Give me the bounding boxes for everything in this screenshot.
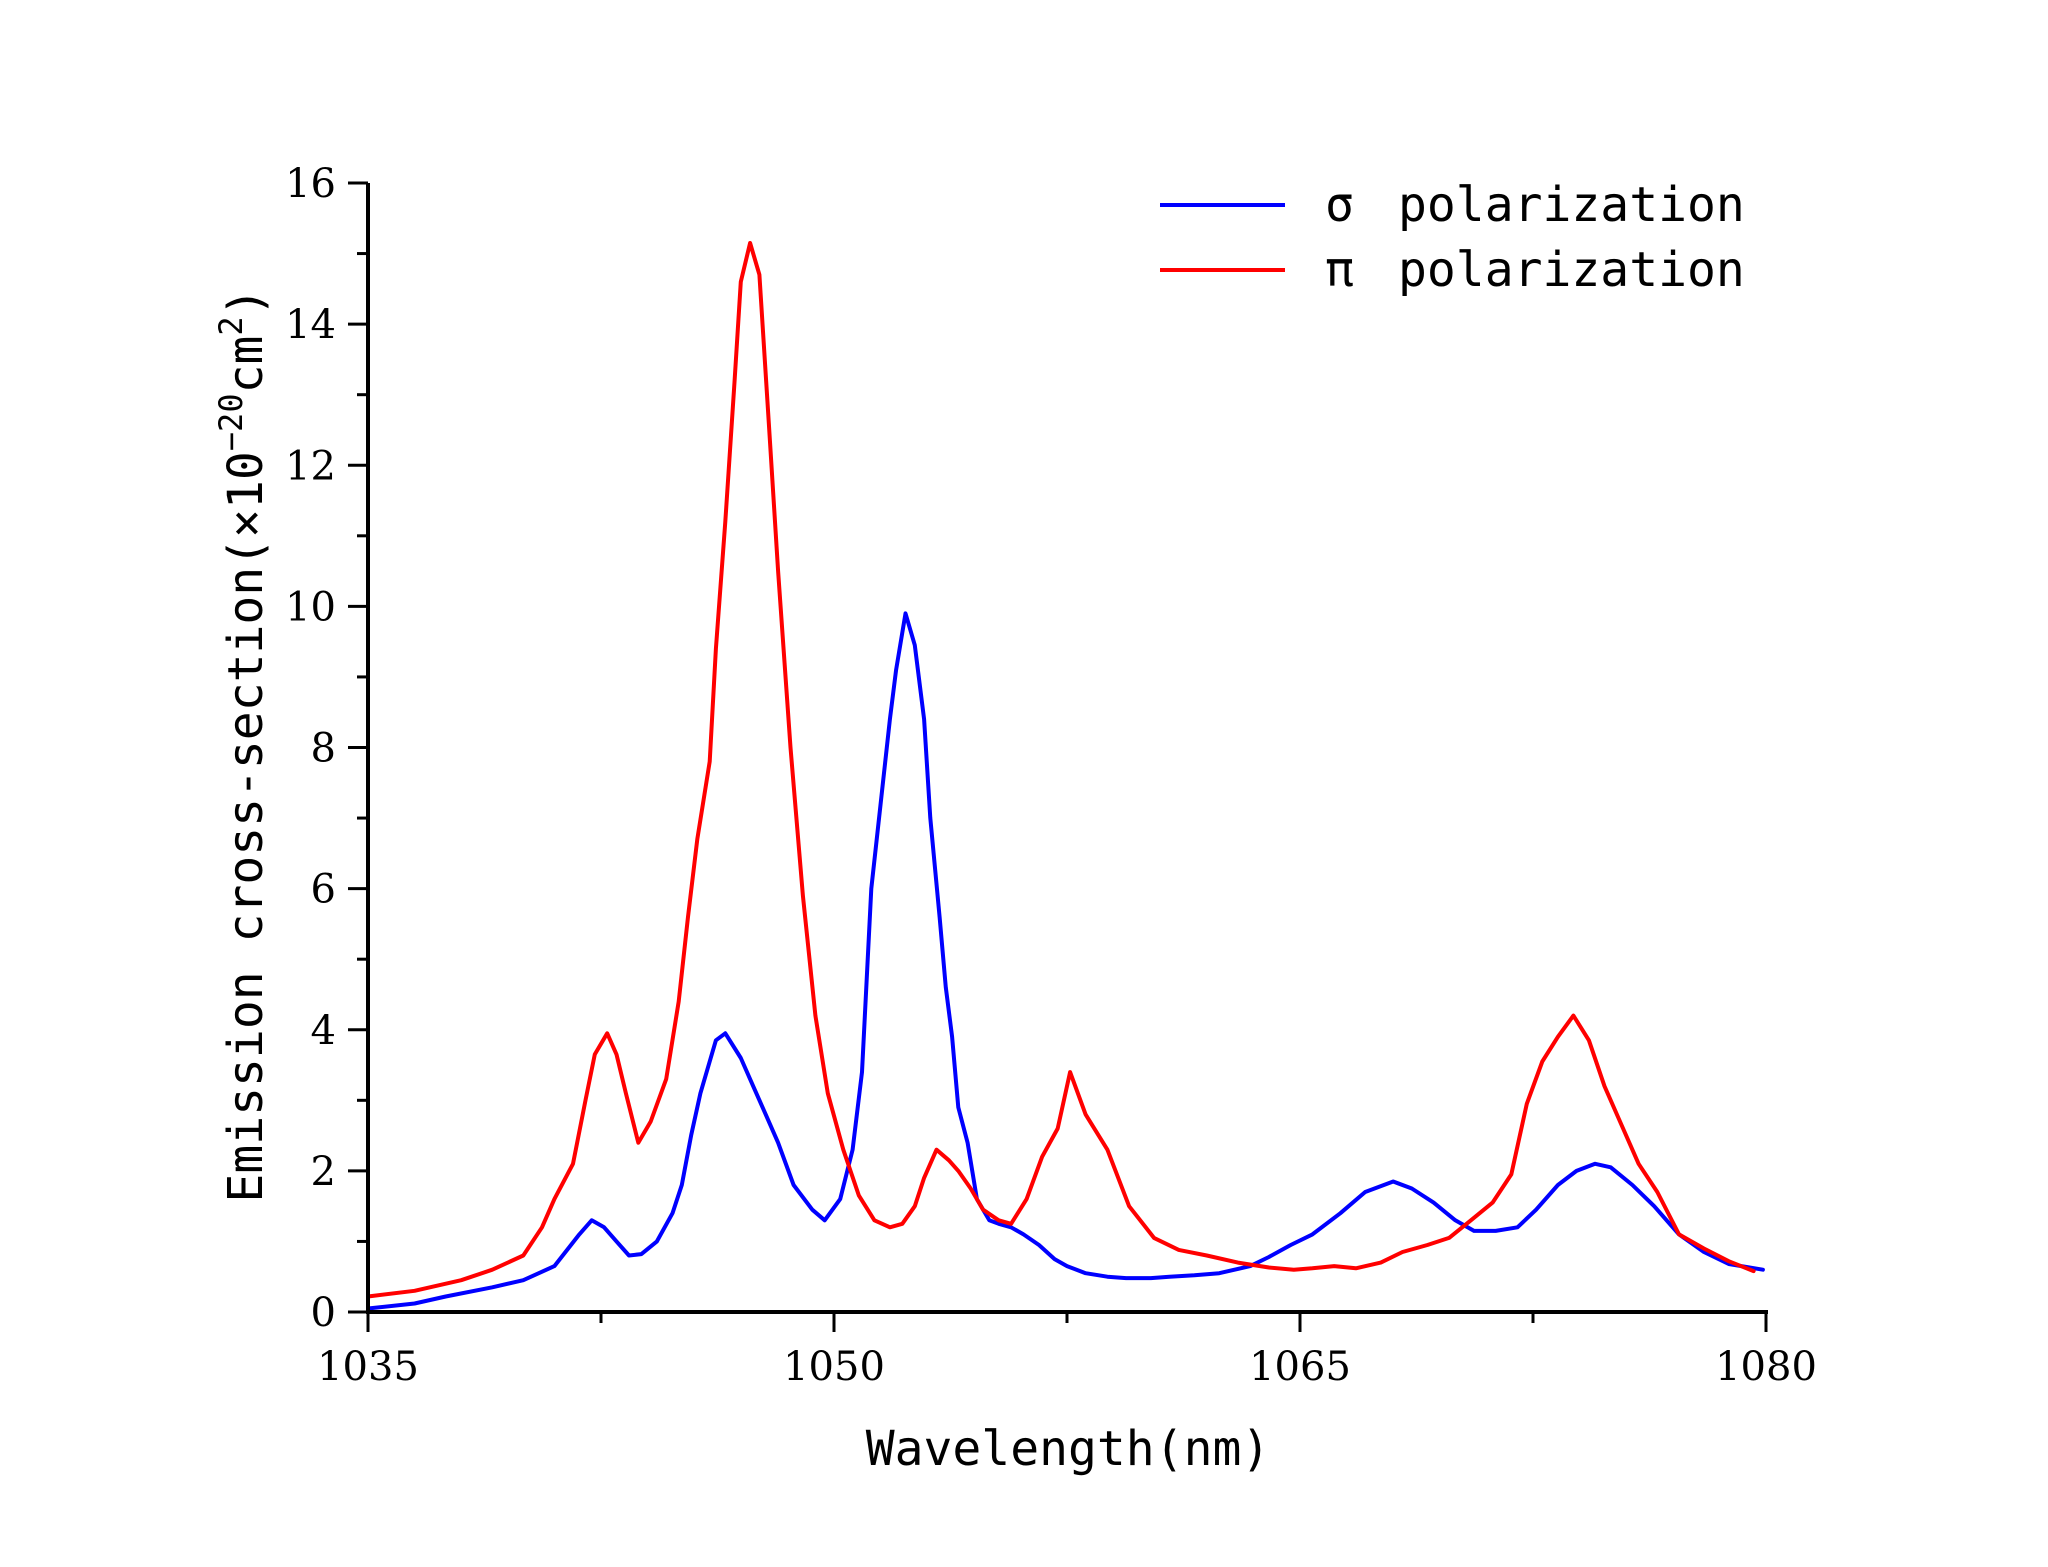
x-ticks: 1035 1050 1065 1080	[317, 1312, 1817, 1390]
y-tick-label: 16	[285, 161, 336, 207]
x-tick-label: 1035	[317, 1344, 419, 1390]
legend-label-pi: polarization	[1398, 242, 1745, 298]
axes: 1035 1050 1065 1080 0 2 4 6 8 10 12 14 16	[285, 161, 1817, 1390]
y-axis-title: Emission cross-section(×10−20cm2)	[212, 287, 274, 1202]
x-tick-label: 1080	[1715, 1344, 1817, 1390]
y-axis-title-unit: cm	[218, 336, 274, 394]
legend-symbol-sigma: σ	[1325, 177, 1354, 233]
legend: σ polarization π polarization	[1160, 177, 1745, 298]
y-axis-title-exponent: −20	[212, 393, 250, 451]
y-axis-title-unit-exponent: 2	[212, 316, 250, 335]
sigma-polarization-line	[366, 611, 1765, 1311]
y-axis-title-times: ×	[218, 509, 274, 538]
x-axis-title: Wavelength(nm)	[866, 1421, 1271, 1477]
y-axis-title-main: Emission cross-section(	[218, 538, 274, 1203]
legend-label-sigma: polarization	[1398, 177, 1745, 233]
x-tick-label: 1065	[1249, 1344, 1351, 1390]
pi-polarization-line	[366, 241, 1756, 1299]
y-tick-label: 4	[311, 1008, 336, 1054]
y-axis-title-base: 10	[218, 451, 274, 509]
y-tick-label: 10	[285, 584, 336, 630]
x-tick-label: 1050	[783, 1344, 885, 1390]
y-tick-label: 6	[311, 867, 336, 913]
legend-symbol-pi: π	[1325, 242, 1354, 298]
y-tick-label: 8	[311, 726, 336, 772]
y-tick-label: 12	[285, 443, 336, 489]
y-tick-label: 0	[311, 1290, 336, 1336]
plot-lines	[366, 241, 1765, 1311]
y-tick-label: 2	[311, 1149, 336, 1195]
y-axis-title-close: )	[218, 287, 274, 316]
y-tick-label: 14	[285, 302, 336, 348]
y-ticks: 0 2 4 6 8 10 12 14 16	[285, 161, 368, 1336]
